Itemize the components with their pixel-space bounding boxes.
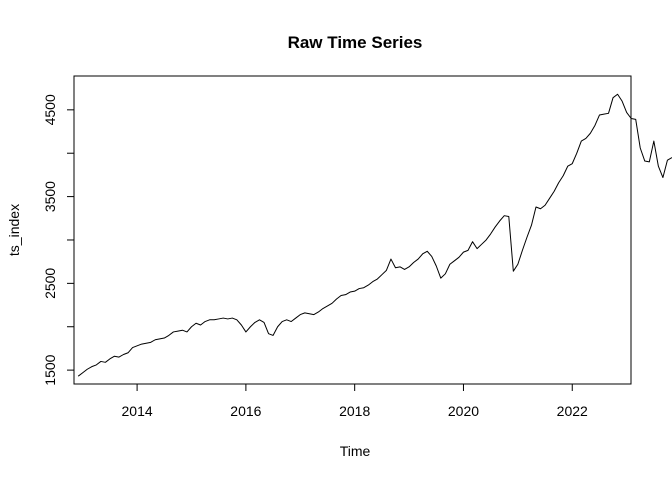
y-tick-label: 1500 bbox=[42, 354, 58, 385]
series-line bbox=[77, 93, 672, 377]
series-layer bbox=[77, 93, 672, 377]
x-tick-label: 2020 bbox=[448, 403, 479, 419]
y-tick-label: 3500 bbox=[42, 181, 58, 212]
y-axis-label: ts_index bbox=[6, 204, 22, 256]
x-tick-label: 2016 bbox=[230, 403, 261, 419]
x-tick-label: 2014 bbox=[122, 403, 153, 419]
y-tick-label: 4500 bbox=[42, 94, 58, 125]
y-axis: 1500 2500 3500 4500 bbox=[42, 94, 75, 386]
chart-title: Raw Time Series bbox=[288, 33, 423, 52]
plot-box bbox=[73, 75, 632, 385]
y-tick-label: 2500 bbox=[42, 268, 58, 299]
x-tick-label: 2022 bbox=[557, 403, 588, 419]
x-tick-label: 2018 bbox=[339, 403, 370, 419]
x-axis: 2014 2016 2018 2020 2022 bbox=[122, 383, 588, 419]
x-axis-label: Time bbox=[340, 443, 371, 459]
